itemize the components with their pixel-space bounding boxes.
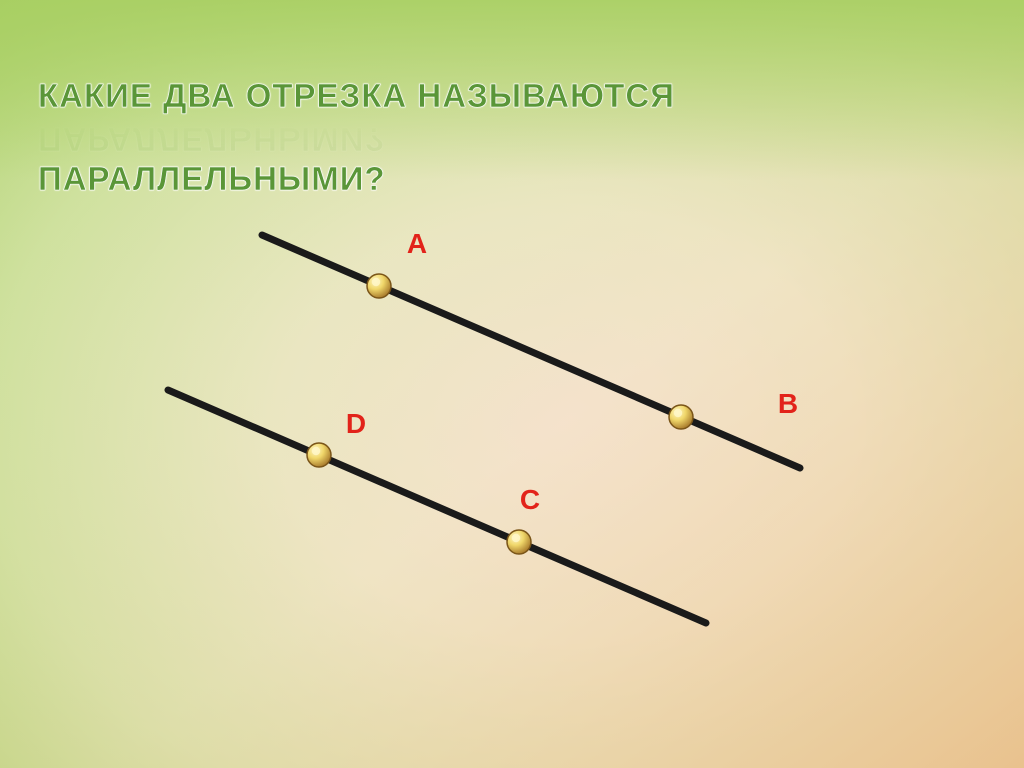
segment-line-1 <box>262 235 800 468</box>
segment-points <box>307 274 693 554</box>
point-A <box>367 274 391 298</box>
slide-title-wrap: КАКИЕ ДВА ОТРЕЗКА НАЗЫВАЮТСЯ ПАРАЛЛЕЛЬНЫ… <box>38 34 675 199</box>
point-C <box>507 530 531 554</box>
point-B <box>669 405 693 429</box>
title-line-1: КАКИЕ ДВА ОТРЕЗКА НАЗЫВАЮТСЯ <box>38 77 675 114</box>
slide-title: КАКИЕ ДВА ОТРЕЗКА НАЗЫВАЮТСЯ ПАРАЛЛЕЛЬНЫ… <box>38 34 675 199</box>
title-line-2: ПАРАЛЛЕЛЬНЫМИ? <box>38 160 386 197</box>
segment-lines <box>168 235 800 623</box>
segment-line-2 <box>168 390 706 623</box>
point-D <box>307 443 331 467</box>
